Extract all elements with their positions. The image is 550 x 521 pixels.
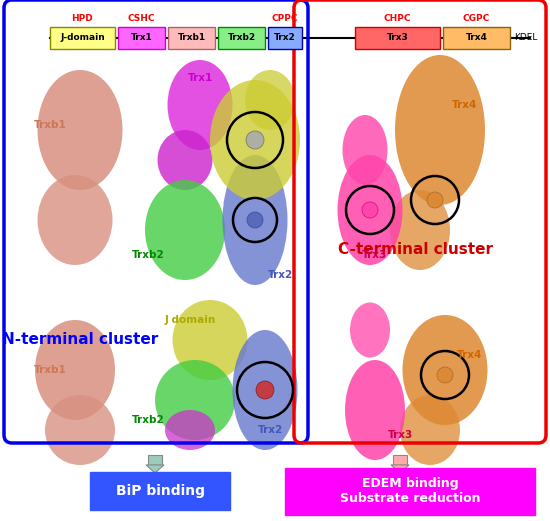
Circle shape [437, 367, 453, 383]
Text: EDEM binding
Substrate reduction: EDEM binding Substrate reduction [340, 478, 480, 505]
Text: Trxb1: Trxb1 [34, 120, 67, 130]
Ellipse shape [173, 300, 248, 380]
Ellipse shape [45, 395, 115, 465]
Ellipse shape [37, 70, 123, 190]
Text: Trxb2: Trxb2 [131, 250, 164, 260]
Bar [218, 27, 265, 49]
Ellipse shape [400, 395, 460, 465]
Ellipse shape [403, 315, 487, 425]
Text: Trxb1: Trxb1 [34, 365, 67, 375]
Bar [393, 455, 407, 465]
Ellipse shape [210, 80, 300, 200]
Text: Trx3: Trx3 [387, 33, 408, 43]
Ellipse shape [168, 60, 233, 150]
Bar [168, 27, 215, 49]
Ellipse shape [35, 320, 115, 420]
Ellipse shape [165, 410, 215, 450]
Circle shape [247, 212, 263, 228]
Text: Trx1: Trx1 [131, 33, 152, 43]
Ellipse shape [350, 303, 390, 357]
Ellipse shape [37, 175, 113, 265]
Ellipse shape [157, 130, 212, 190]
Text: Trx3: Trx3 [387, 430, 412, 440]
Text: Trx1: Trx1 [188, 73, 213, 83]
Polygon shape [146, 465, 164, 473]
Bar [443, 27, 510, 49]
Ellipse shape [145, 180, 225, 280]
Text: Trxb2: Trxb2 [228, 33, 256, 43]
Ellipse shape [233, 330, 298, 450]
Text: C-terminal cluster: C-terminal cluster [338, 242, 492, 257]
Ellipse shape [390, 190, 450, 270]
Text: BiP binding: BiP binding [116, 484, 205, 498]
Ellipse shape [338, 155, 403, 265]
Text: Trxb2: Trxb2 [131, 415, 164, 425]
Ellipse shape [345, 360, 405, 460]
Text: Trxb1: Trxb1 [178, 33, 206, 43]
Text: Trx3: Trx3 [362, 250, 388, 260]
Circle shape [427, 192, 443, 208]
Text: N-terminal cluster: N-terminal cluster [2, 332, 158, 348]
Polygon shape [391, 465, 409, 473]
Bar [148, 455, 162, 465]
Ellipse shape [245, 70, 295, 130]
Bar [355, 27, 440, 49]
Text: CSHC: CSHC [128, 14, 155, 23]
Bar [118, 27, 165, 49]
Ellipse shape [223, 155, 288, 285]
Text: CHPC: CHPC [384, 14, 411, 23]
Text: HPD: HPD [72, 14, 94, 23]
Circle shape [246, 131, 264, 149]
Text: Trx4: Trx4 [452, 100, 478, 110]
Ellipse shape [395, 55, 485, 205]
Bar [50, 27, 115, 49]
Text: Trx4: Trx4 [465, 33, 487, 43]
Ellipse shape [155, 360, 235, 440]
Circle shape [362, 202, 378, 218]
Bar [268, 27, 302, 49]
Bar [285, 468, 535, 515]
Text: J-domain: J-domain [60, 33, 105, 43]
Text: CGPC: CGPC [463, 14, 490, 23]
Text: KDEL: KDEL [514, 33, 537, 43]
Text: Trx4: Trx4 [457, 350, 483, 360]
Bar [90, 472, 230, 510]
Circle shape [256, 381, 274, 399]
Text: Trx2: Trx2 [274, 33, 296, 43]
Ellipse shape [343, 115, 388, 185]
Text: CPPC: CPPC [272, 14, 298, 23]
Text: Trx2: Trx2 [257, 425, 283, 435]
Text: J domain: J domain [164, 315, 216, 325]
Text: Trx2: Trx2 [267, 270, 293, 280]
